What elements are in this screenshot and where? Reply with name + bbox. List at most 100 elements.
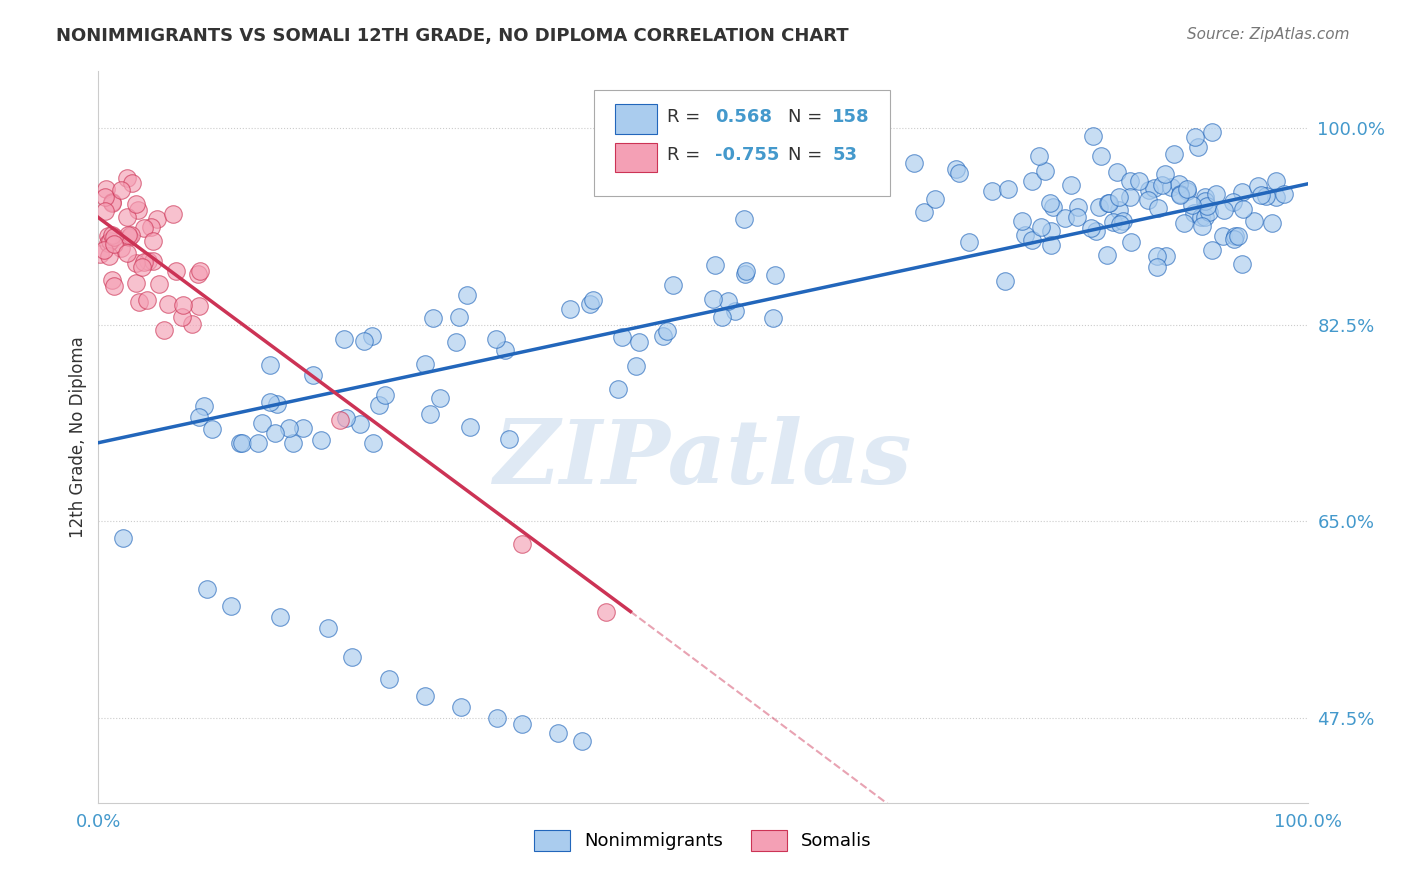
- Point: [368, 398, 391, 412]
- Text: 158: 158: [832, 108, 870, 126]
- Point: [661, 278, 683, 293]
- Point: [1201, 243, 1223, 257]
- Point: [103, 237, 125, 252]
- Point: [1118, 190, 1140, 204]
- Point: [422, 310, 444, 325]
- Point: [103, 279, 125, 293]
- Point: [131, 260, 153, 274]
- Point: [571, 734, 593, 748]
- Point: [1205, 187, 1227, 202]
- Point: [1081, 128, 1104, 143]
- Point: [94, 182, 117, 196]
- Point: [1039, 224, 1062, 238]
- Point: [115, 246, 138, 260]
- Point: [125, 256, 148, 270]
- Point: [657, 324, 679, 338]
- Point: [703, 258, 725, 272]
- Point: [558, 302, 581, 317]
- Point: [1142, 181, 1164, 195]
- Point: [1040, 237, 1063, 252]
- Point: [162, 207, 184, 221]
- Point: [498, 432, 520, 446]
- Point: [281, 435, 304, 450]
- Point: [717, 293, 740, 308]
- Point: [100, 195, 122, 210]
- Point: [1085, 224, 1108, 238]
- Point: [148, 277, 170, 291]
- Point: [1080, 220, 1102, 235]
- Point: [485, 332, 508, 346]
- Point: [125, 277, 148, 291]
- Point: [1087, 200, 1109, 214]
- Point: [1039, 196, 1062, 211]
- Point: [97, 236, 120, 251]
- Text: -0.755: -0.755: [716, 146, 779, 164]
- Point: [89, 247, 111, 261]
- Point: [117, 228, 139, 243]
- Point: [187, 299, 209, 313]
- Point: [1198, 205, 1220, 219]
- Point: [309, 433, 332, 447]
- Point: [188, 409, 211, 424]
- Point: [1254, 188, 1277, 202]
- Point: [652, 328, 675, 343]
- Point: [94, 203, 117, 218]
- Point: [1232, 202, 1254, 217]
- Point: [98, 249, 121, 263]
- Point: [1108, 190, 1130, 204]
- Point: [1264, 190, 1286, 204]
- Point: [1194, 210, 1216, 224]
- Point: [1147, 201, 1170, 215]
- Point: [1194, 194, 1216, 208]
- Point: [259, 394, 281, 409]
- Point: [134, 220, 156, 235]
- Point: [1182, 206, 1205, 220]
- Point: [139, 220, 162, 235]
- Text: N =: N =: [787, 146, 823, 164]
- Point: [945, 161, 967, 176]
- Point: [250, 417, 273, 431]
- Point: [1060, 178, 1083, 192]
- Point: [1053, 211, 1076, 226]
- Point: [93, 190, 115, 204]
- Point: [948, 166, 970, 180]
- Point: [1107, 164, 1129, 178]
- Point: [329, 413, 352, 427]
- Point: [1031, 219, 1053, 234]
- Text: R =: R =: [666, 146, 700, 164]
- Point: [429, 392, 451, 406]
- Point: [1223, 229, 1246, 244]
- Point: [121, 176, 143, 190]
- Point: [595, 605, 617, 619]
- Point: [342, 649, 364, 664]
- Point: [335, 410, 357, 425]
- Bar: [614, 104, 657, 134]
- Text: R =: R =: [666, 108, 700, 126]
- Point: [153, 323, 176, 337]
- Point: [1152, 178, 1174, 193]
- Point: [582, 293, 605, 307]
- Point: [136, 253, 159, 268]
- Point: [120, 227, 142, 242]
- Point: [1128, 174, 1150, 188]
- Point: [710, 310, 733, 324]
- Point: [733, 212, 755, 227]
- Point: [193, 399, 215, 413]
- Point: [111, 532, 134, 546]
- Point: [1194, 190, 1216, 204]
- Point: [606, 383, 628, 397]
- Point: [332, 332, 354, 346]
- Point: [188, 264, 211, 278]
- Point: [1066, 200, 1088, 214]
- Point: [610, 330, 633, 344]
- Point: [1243, 214, 1265, 228]
- Point: [127, 202, 149, 217]
- Point: [377, 672, 399, 686]
- Point: [110, 241, 132, 255]
- Y-axis label: 12th Grade, No Diploma: 12th Grade, No Diploma: [69, 336, 87, 538]
- Point: [142, 253, 165, 268]
- Point: [278, 420, 301, 434]
- Point: [117, 230, 139, 244]
- Point: [1272, 186, 1295, 201]
- Point: [172, 298, 194, 312]
